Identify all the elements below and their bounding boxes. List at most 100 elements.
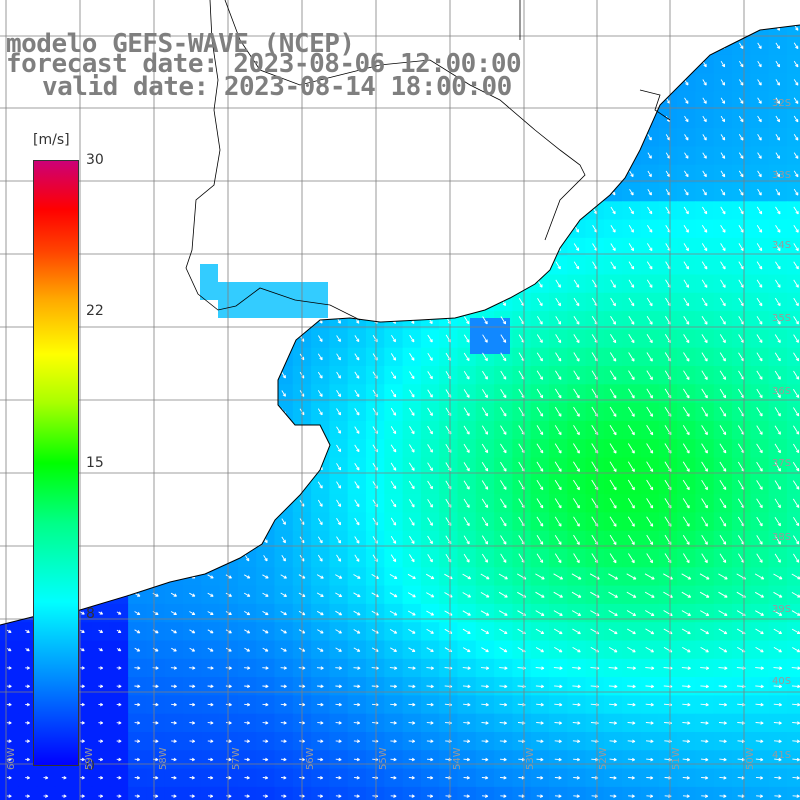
- wind-arrow: [190, 372, 195, 379]
- wind-arrow: [135, 482, 140, 488]
- wind-arrow: [355, 134, 359, 140]
- wind-arrow: [372, 262, 378, 269]
- wind-arrow: [172, 171, 176, 177]
- wind-arrow: [592, 134, 597, 141]
- wind-cell: [237, 329, 257, 349]
- wind-cell: [622, 786, 642, 800]
- wind-arrow: [482, 225, 488, 233]
- wind-arrow: [647, 115, 652, 123]
- wind-cell: [256, 439, 276, 459]
- wind-arrow: [191, 7, 194, 11]
- wind-arrow: [25, 574, 30, 579]
- wind-cell: [786, 73, 800, 93]
- wind-arrow: [116, 593, 122, 597]
- wind-arrow: [117, 299, 121, 305]
- wind-arrow: [7, 226, 11, 232]
- wind-arrow: [574, 61, 579, 68]
- wind-cell: [786, 329, 800, 349]
- wind-cell: [18, 786, 38, 800]
- wind-arrow: [171, 427, 176, 434]
- wind-arrow: [263, 481, 268, 489]
- wind-cell: [494, 183, 513, 202]
- wind-cell: [476, 0, 495, 19]
- wind-arrow: [171, 244, 176, 251]
- wind-cell: [0, 329, 19, 349]
- wind-arrow: [281, 153, 286, 159]
- wind-arrow: [263, 426, 268, 434]
- wind-arrow: [702, 42, 707, 49]
- wind-arrow: [190, 353, 195, 360]
- wind-cell: [128, 109, 147, 129]
- wind-arrow: [80, 281, 85, 287]
- wind-cell: [604, 0, 623, 19]
- wind-cell: [494, 109, 513, 129]
- wind-cell: [91, 128, 111, 147]
- wind-cell: [311, 786, 330, 800]
- wind-arrow: [464, 189, 469, 196]
- wind-cell: [530, 54, 550, 74]
- wind-cell: [329, 274, 349, 294]
- colorbar: [33, 160, 79, 766]
- wind-arrow: [556, 116, 561, 122]
- wind-cell: [109, 329, 129, 349]
- wind-arrow: [556, 42, 561, 49]
- wind-cell: [622, 109, 642, 129]
- wind-arrow: [318, 243, 323, 251]
- wind-arrow: [519, 134, 524, 141]
- wind-arrow: [190, 445, 195, 452]
- wind-arrow: [665, 42, 671, 49]
- wind-cell: [128, 420, 147, 440]
- wind-cell: [384, 183, 404, 202]
- wind-cell: [146, 457, 166, 477]
- wind-cell: [420, 25, 440, 38]
- wind-cell: [713, 25, 733, 38]
- wind-arrow: [80, 189, 85, 195]
- wind-arrow: [226, 500, 231, 507]
- wind-arrow: [190, 555, 195, 562]
- wind-cell: [146, 567, 166, 587]
- wind-arrow: [135, 134, 140, 140]
- wind-arrow: [135, 171, 140, 177]
- wind-arrow: [226, 536, 231, 543]
- wind-cell: [164, 439, 184, 459]
- wind-cell: [109, 786, 129, 800]
- wind-arrow: [281, 463, 286, 471]
- wind-arrow: [574, 25, 579, 31]
- wind-arrow: [99, 446, 103, 451]
- wind-cell: [530, 73, 550, 93]
- wind-arrow: [281, 244, 286, 251]
- wind-arrow: [208, 189, 213, 195]
- wind-arrow: [501, 170, 506, 177]
- wind-arrow: [135, 555, 140, 562]
- wind-arrow: [464, 243, 470, 251]
- wind-arrow: [409, 43, 414, 49]
- wind-arrow: [409, 25, 414, 31]
- wind-cell: [786, 420, 800, 440]
- wind-arrow: [629, 115, 634, 123]
- wind-cell: [567, 25, 587, 38]
- wind-cell: [146, 402, 166, 422]
- wind-arrow: [721, 6, 725, 12]
- wind-cell: [622, 128, 642, 147]
- wind-cell: [183, 219, 202, 239]
- wind-cell: [549, 128, 568, 147]
- wind-arrow: [135, 153, 140, 159]
- wind-cell: [183, 420, 202, 440]
- wind-cell: [164, 128, 184, 147]
- wind-arrow: [354, 262, 360, 269]
- wind-arrow: [171, 335, 176, 342]
- lat-label: 38S: [772, 532, 792, 543]
- wind-arrow: [98, 593, 104, 597]
- wind-cell: [73, 786, 93, 800]
- wind-arrow: [482, 279, 488, 288]
- wind-cell: [677, 36, 696, 56]
- wind-arrow: [208, 463, 213, 470]
- wind-cell: [457, 256, 477, 276]
- wind-cell: [402, 219, 422, 239]
- wind-arrow: [500, 261, 506, 270]
- wind-arrow: [135, 317, 140, 324]
- wind-arrow: [592, 97, 597, 104]
- wind-arrow: [7, 171, 11, 177]
- wind-arrow: [25, 135, 30, 140]
- wind-cell: [274, 183, 294, 202]
